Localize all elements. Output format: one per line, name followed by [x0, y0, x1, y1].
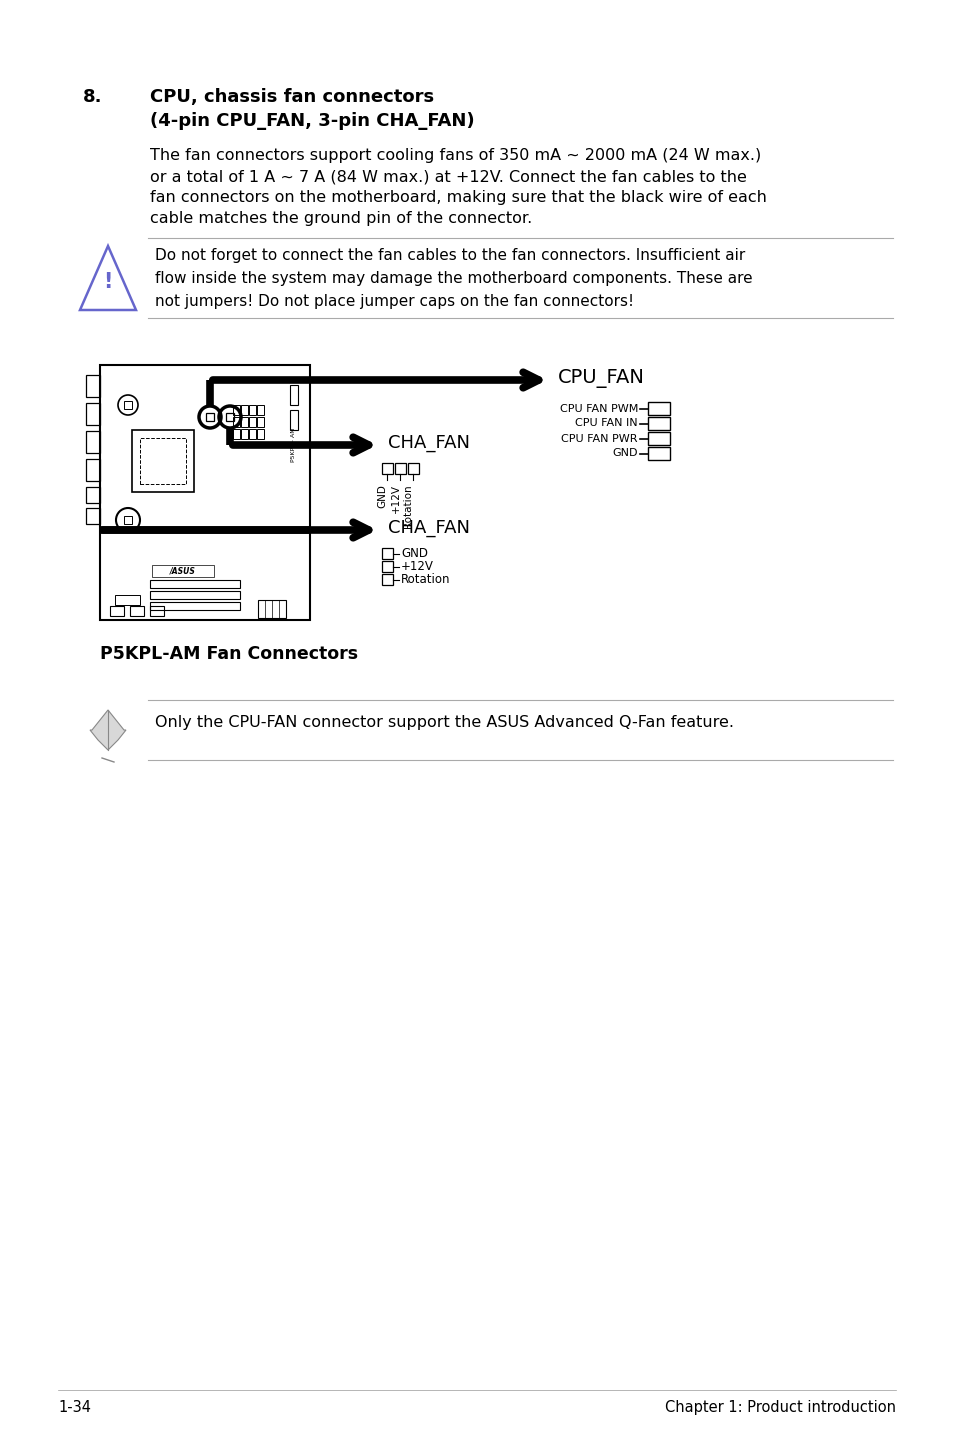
Bar — [130, 605, 144, 615]
Text: Only the CPU-FAN connector support the ASUS Advanced Q-Fan feature.: Only the CPU-FAN connector support the A… — [154, 715, 733, 731]
Bar — [206, 413, 213, 421]
Text: CPU_FAN: CPU_FAN — [558, 368, 644, 387]
Bar — [110, 605, 124, 615]
Text: GND: GND — [377, 485, 387, 508]
Bar — [86, 403, 100, 426]
Text: P5KPL - AM: P5KPL - AM — [292, 427, 296, 462]
Polygon shape — [90, 710, 126, 751]
Bar — [124, 516, 132, 523]
Bar — [241, 417, 248, 427]
Bar — [381, 561, 393, 572]
Bar — [256, 417, 264, 427]
Text: CHA_FAN: CHA_FAN — [388, 434, 470, 452]
Text: CPU FAN PWR: CPU FAN PWR — [561, 433, 638, 443]
Bar — [256, 429, 264, 439]
Text: not jumpers! Do not place jumper caps on the fan connectors!: not jumpers! Do not place jumper caps on… — [154, 293, 634, 309]
Bar — [381, 574, 393, 585]
Text: !: ! — [103, 272, 112, 292]
Bar — [395, 463, 406, 475]
Text: GND: GND — [400, 546, 428, 559]
Text: 1-34: 1-34 — [58, 1401, 91, 1415]
Bar — [86, 431, 100, 453]
Bar — [150, 591, 240, 600]
Bar — [150, 605, 164, 615]
Text: P5KPL-AM Fan Connectors: P5KPL-AM Fan Connectors — [100, 646, 357, 663]
Text: /ASUS: /ASUS — [170, 567, 195, 575]
Text: or a total of 1 A ~ 7 A (84 W max.) at +12V. Connect the fan cables to the: or a total of 1 A ~ 7 A (84 W max.) at +… — [150, 170, 746, 184]
Text: CHA_FAN: CHA_FAN — [388, 519, 470, 536]
Bar — [150, 603, 240, 610]
Bar — [150, 580, 240, 588]
Bar — [132, 430, 193, 492]
Bar — [647, 447, 669, 460]
Text: CPU FAN IN: CPU FAN IN — [575, 418, 638, 429]
Text: +12V: +12V — [400, 559, 434, 572]
Bar — [290, 385, 297, 406]
Bar — [124, 401, 132, 408]
Text: CPU FAN PWM: CPU FAN PWM — [559, 404, 638, 414]
Text: +12V: +12V — [390, 485, 400, 513]
Text: flow inside the system may damage the motherboard components. These are: flow inside the system may damage the mo… — [154, 270, 752, 286]
Bar — [257, 600, 286, 618]
Bar — [86, 487, 100, 503]
Bar — [381, 548, 393, 559]
Text: 8.: 8. — [83, 88, 102, 106]
Bar — [249, 417, 255, 427]
Text: (4-pin CPU_FAN, 3-pin CHA_FAN): (4-pin CPU_FAN, 3-pin CHA_FAN) — [150, 112, 475, 129]
Bar — [249, 406, 255, 416]
Text: CPU, chassis fan connectors: CPU, chassis fan connectors — [150, 88, 434, 106]
Text: cable matches the ground pin of the connector.: cable matches the ground pin of the conn… — [150, 211, 532, 226]
Bar — [249, 429, 255, 439]
Bar — [381, 463, 393, 475]
Bar — [86, 375, 100, 397]
Bar — [226, 413, 233, 421]
Text: Rotation: Rotation — [400, 572, 450, 587]
Text: The fan connectors support cooling fans of 350 mA ~ 2000 mA (24 W max.): The fan connectors support cooling fans … — [150, 148, 760, 162]
Bar — [152, 565, 213, 577]
Bar — [241, 406, 248, 416]
Bar — [290, 410, 297, 430]
Bar — [233, 429, 240, 439]
Text: Chapter 1: Product introduction: Chapter 1: Product introduction — [664, 1401, 895, 1415]
Bar — [647, 403, 669, 416]
Text: Rotation: Rotation — [403, 485, 413, 528]
Bar — [256, 406, 264, 416]
Bar — [233, 417, 240, 427]
Bar — [115, 595, 140, 605]
Text: Do not forget to connect the fan cables to the fan connectors. Insufficient air: Do not forget to connect the fan cables … — [154, 247, 744, 263]
Text: GND: GND — [612, 449, 638, 459]
Bar — [100, 365, 310, 620]
Bar — [647, 431, 669, 444]
Bar — [140, 439, 186, 485]
Bar — [241, 429, 248, 439]
Bar — [408, 463, 418, 475]
Text: fan connectors on the motherboard, making sure that the black wire of each: fan connectors on the motherboard, makin… — [150, 190, 766, 206]
Bar — [86, 459, 100, 480]
Bar — [233, 406, 240, 416]
Bar — [647, 417, 669, 430]
Bar — [86, 508, 100, 523]
